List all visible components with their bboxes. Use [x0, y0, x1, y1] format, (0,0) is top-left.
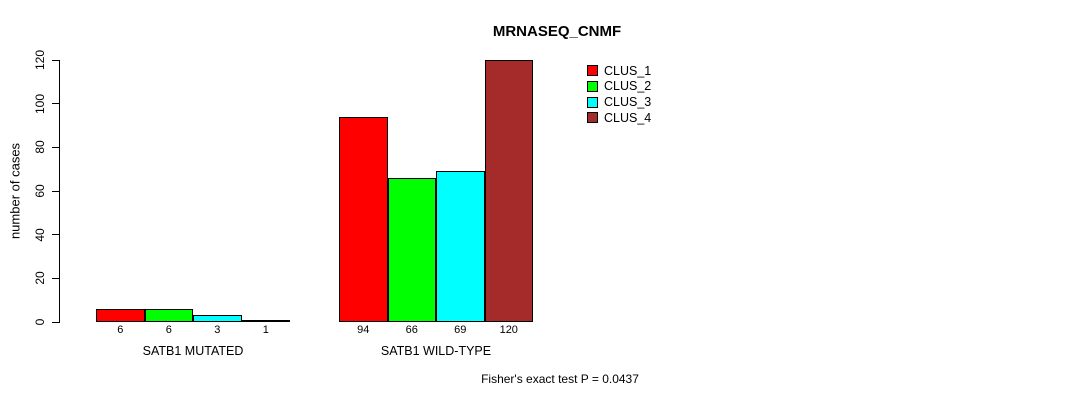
- y-axis-tick-label: 20: [33, 271, 47, 286]
- bar-value-label: 94: [357, 324, 370, 336]
- legend-item: CLUS_2: [587, 79, 651, 95]
- legend-item: CLUS_3: [587, 94, 651, 110]
- bar-value-label: 120: [499, 324, 518, 336]
- bar: [193, 315, 242, 322]
- legend-color-swatch: [587, 112, 598, 124]
- bar: [96, 308, 145, 322]
- legend-color-swatch: [587, 81, 598, 93]
- legend-label: CLUS_2: [604, 79, 652, 94]
- legend-item: CLUS_1: [587, 63, 651, 79]
- y-axis-line: [59, 60, 60, 323]
- bar: [484, 60, 533, 322]
- bar-value-label: 3: [214, 324, 221, 336]
- annotation-text: Fisher's exact test P = 0.0437: [481, 372, 639, 386]
- bar: [241, 319, 290, 322]
- y-axis-tick-label: 120: [33, 49, 47, 71]
- chart-title: MRNASEQ_CNMF: [492, 23, 622, 40]
- y-axis-tick-label: 40: [33, 227, 47, 242]
- bar-value-label: 66: [405, 324, 418, 336]
- bar: [144, 308, 193, 322]
- y-axis-tick-label: 0: [33, 318, 47, 326]
- y-axis-tick: [52, 321, 59, 323]
- y-axis-tick: [52, 59, 59, 61]
- legend: CLUS_1 CLUS_2 CLUS_3 CLUS_4: [587, 63, 651, 126]
- legend-color-swatch: [587, 96, 598, 108]
- legend-label: CLUS_4: [604, 110, 652, 125]
- legend-label: CLUS_1: [604, 63, 652, 78]
- y-axis-tick: [52, 190, 59, 192]
- bar-value-label: 1: [262, 324, 269, 336]
- bar-value-label: 6: [117, 324, 124, 336]
- bar: [339, 116, 388, 322]
- legend-label: CLUS_3: [604, 94, 652, 109]
- bar: [387, 177, 436, 322]
- bar: [436, 171, 485, 322]
- group-label: SATB1 MUTATED: [142, 344, 244, 358]
- y-axis-tick: [52, 103, 59, 105]
- y-axis-tick-label: 100: [33, 93, 47, 114]
- y-axis-title: number of cases: [7, 142, 23, 240]
- bar-value-label: 69: [454, 324, 467, 336]
- legend-color-swatch: [587, 65, 598, 77]
- group-label: SATB1 WILD-TYPE: [380, 344, 492, 358]
- y-axis-tick-label: 60: [33, 184, 47, 198]
- y-axis-tick: [52, 277, 59, 279]
- y-axis-tick: [52, 234, 59, 236]
- y-axis-tick: [52, 146, 59, 148]
- legend-item: CLUS_4: [587, 110, 651, 126]
- y-axis-tick-label: 80: [33, 140, 47, 155]
- bar-value-label: 6: [165, 324, 172, 336]
